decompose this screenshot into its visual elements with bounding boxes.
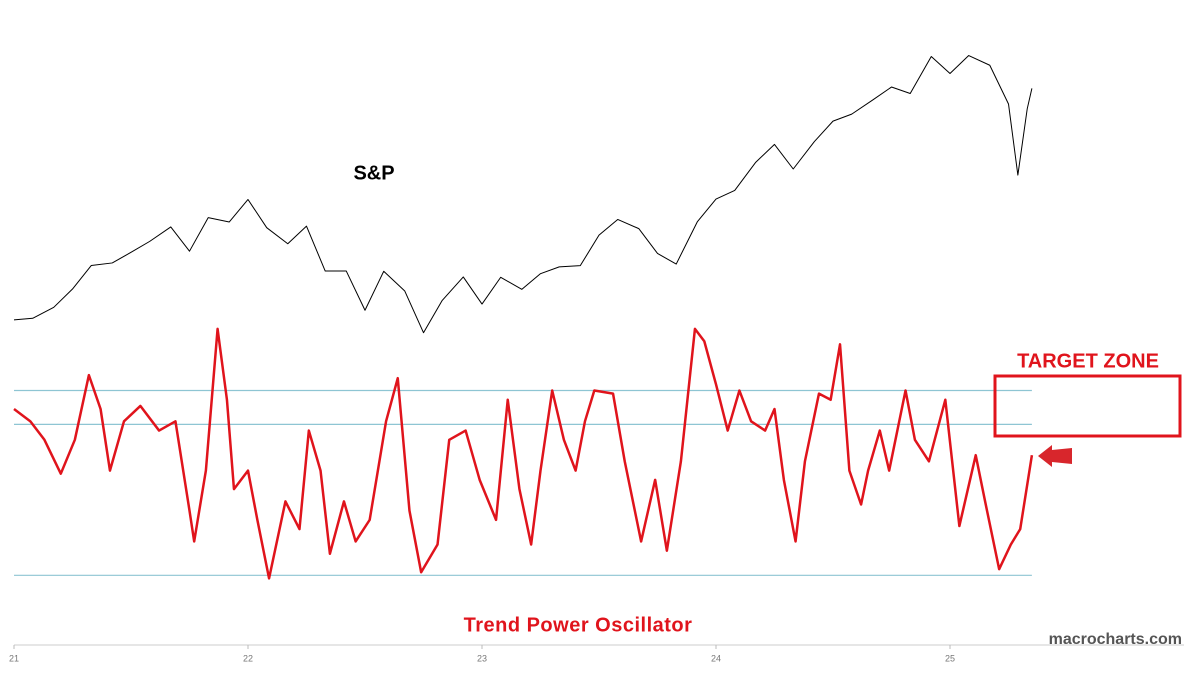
chart-title: Trend Power Oscillator: [464, 614, 693, 636]
watermark: macrocharts.com: [1049, 631, 1182, 648]
series-line: [13, 327, 1034, 580]
x-tick-label: 22: [243, 653, 253, 663]
arrow: [1038, 445, 1072, 467]
series-line: [13, 55, 1033, 334]
target-zone-box: [993, 374, 1182, 438]
x-tick-label: 24: [711, 653, 721, 663]
x-tick-label: 21: [9, 653, 19, 663]
plot-area: 21 22 23 24 25: [9, 55, 1184, 663]
x-tick-label: 23: [477, 653, 487, 663]
x-tick-label: 25: [945, 653, 955, 663]
annotation: TARGET ZONE: [1017, 350, 1159, 372]
series-label: S&P: [353, 162, 394, 184]
